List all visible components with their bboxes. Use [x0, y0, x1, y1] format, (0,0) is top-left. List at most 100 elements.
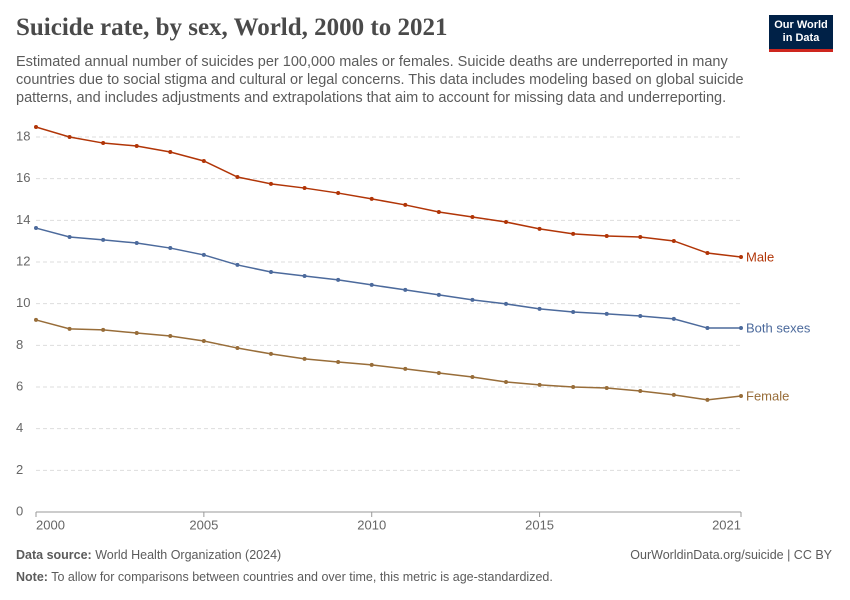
data-point — [436, 292, 441, 297]
data-point — [201, 338, 206, 343]
data-point — [436, 210, 441, 215]
y-tick-label: 14 — [16, 212, 30, 227]
chart: 0 2 4 6 8 10 12 14 16 18 2000 2005 2010 2015 2021 Male B… — [16, 125, 811, 532]
data-point — [705, 397, 710, 402]
note: Note: To allow for comparisons between c… — [16, 570, 553, 584]
data-point — [571, 310, 576, 315]
data-point — [302, 273, 307, 278]
data-point — [436, 371, 441, 376]
x-tick-label: 2021 — [712, 517, 741, 532]
data-point — [369, 196, 374, 201]
source-text: World Health Organization (2024) — [95, 548, 282, 562]
data-point — [235, 262, 240, 267]
data-point — [134, 143, 139, 148]
x-tick-label: 2015 — [525, 517, 554, 532]
subtitle: Estimated annual number of suicides per … — [16, 54, 744, 106]
source-label: Data source: — [16, 548, 92, 562]
y-tick-label: 4 — [16, 420, 23, 435]
data-point — [604, 233, 609, 238]
data-point — [604, 311, 609, 316]
data-point — [134, 241, 139, 246]
data-point — [67, 135, 72, 140]
series-line — [35, 126, 742, 258]
data-point — [739, 255, 743, 260]
x-tick-label: 2005 — [189, 517, 218, 532]
data-point — [504, 380, 508, 385]
series-label: Female — [746, 388, 789, 403]
data-point — [369, 362, 374, 367]
data-point — [101, 237, 106, 242]
data-point — [168, 333, 173, 338]
data-point — [470, 375, 475, 380]
series-line — [35, 227, 741, 329]
series-label: Both sexes — [746, 320, 811, 335]
data-point — [739, 393, 743, 398]
data-point — [537, 382, 542, 387]
data-point — [336, 191, 341, 196]
data-point — [638, 388, 643, 393]
data-point — [336, 360, 341, 365]
y-tick-label: 18 — [16, 128, 30, 143]
data-point — [403, 287, 408, 292]
y-tick-label: 10 — [16, 295, 30, 310]
title: Suicide rate, by sex, World, 2000 to 202… — [16, 14, 448, 41]
data-point — [369, 282, 374, 287]
data-point — [571, 385, 576, 390]
data-point — [101, 327, 106, 332]
data-point — [34, 226, 38, 231]
data-point — [705, 251, 710, 256]
data-point — [201, 252, 206, 257]
data-point — [571, 231, 576, 236]
data-point — [168, 150, 173, 155]
data-point — [235, 346, 240, 351]
data-point — [537, 306, 542, 311]
data-point — [67, 326, 72, 331]
data-point — [537, 226, 542, 231]
source: Data source: World Health Organization (… — [16, 548, 281, 562]
note-text: To allow for comparisons between countri… — [51, 570, 553, 584]
data-point — [403, 366, 408, 371]
data-point — [34, 317, 38, 322]
data-point — [470, 297, 475, 302]
data-point — [302, 356, 307, 361]
data-point — [269, 270, 273, 275]
data-point — [705, 326, 710, 331]
data-point — [470, 215, 475, 220]
data-point — [168, 246, 173, 251]
series-line — [35, 319, 742, 401]
data-point — [302, 186, 307, 191]
y-tick-label: 16 — [16, 170, 30, 185]
data-point — [336, 277, 341, 282]
data-point — [235, 175, 240, 180]
data-point — [269, 351, 273, 356]
data-point — [67, 235, 72, 240]
x-tick-label: 2000 — [36, 517, 65, 532]
data-point — [638, 313, 643, 318]
y-tick-label: 6 — [16, 378, 23, 393]
url[interactable]: OurWorldinData.org/suicide | CC BY — [630, 548, 832, 562]
data-point — [269, 181, 273, 186]
data-point — [201, 158, 206, 163]
data-point — [671, 316, 676, 321]
note-label: Note: — [16, 570, 48, 584]
logo[interactable]: Our World in Data — [769, 15, 833, 52]
data-point — [504, 220, 508, 225]
x-tick-label: 2010 — [357, 517, 386, 532]
data-point — [134, 331, 139, 336]
series-label: Male — [746, 249, 774, 264]
data-point — [101, 141, 106, 146]
data-point — [739, 326, 743, 331]
data-point — [638, 235, 643, 240]
data-point — [504, 301, 508, 306]
data-point — [34, 125, 38, 130]
data-point — [671, 392, 676, 397]
y-tick-label: 12 — [16, 253, 30, 268]
y-tick-label: 0 — [16, 503, 23, 518]
y-tick-label: 2 — [16, 462, 23, 477]
data-point — [403, 202, 408, 207]
logo-text: Our World — [774, 19, 828, 31]
data-point — [671, 238, 676, 243]
data-point — [604, 386, 609, 391]
y-tick-label: 8 — [16, 337, 23, 352]
